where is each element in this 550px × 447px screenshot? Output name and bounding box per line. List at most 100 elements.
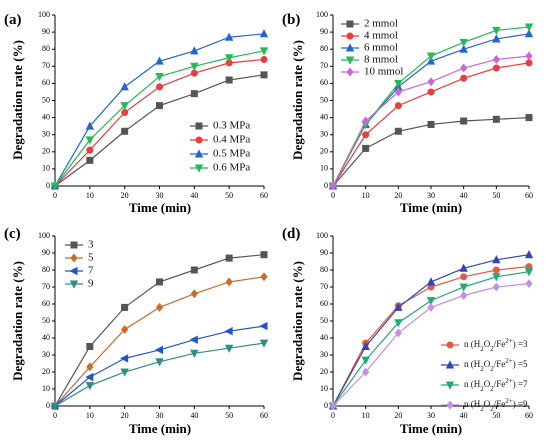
- series-3: [50, 321, 268, 411]
- x-tick-label: 10: [86, 411, 94, 420]
- data-point: [121, 127, 129, 135]
- series-1: [329, 114, 533, 190]
- legend-marker: [445, 381, 455, 390]
- y-tick-label: 40: [42, 333, 50, 342]
- data-point: [427, 120, 435, 128]
- y-tick-label: 50: [320, 95, 328, 104]
- data-point: [525, 59, 533, 67]
- data-point: [492, 26, 501, 36]
- legend-label: 0.6 MPa: [213, 162, 250, 174]
- data-point: [426, 56, 436, 65]
- x-tick-label: 20: [394, 191, 402, 200]
- data-point: [525, 51, 533, 61]
- data-point: [260, 71, 268, 79]
- data-point: [394, 127, 402, 135]
- data-point: [86, 342, 94, 350]
- y-tick-label: 10: [320, 384, 328, 393]
- legend-label: 0.3 MPa: [213, 120, 250, 132]
- data-point: [85, 136, 95, 145]
- y-tick-label: 50: [320, 316, 328, 325]
- x-tick-label: 60: [525, 191, 533, 200]
- x-tick-label: 10: [362, 191, 370, 200]
- legend-marker: [346, 20, 354, 28]
- data-point: [362, 367, 370, 377]
- y-tick-label: 90: [42, 27, 50, 36]
- series-3: [50, 29, 269, 190]
- y-tick-label: 70: [42, 61, 50, 70]
- data-point: [394, 102, 402, 110]
- data-point: [86, 146, 94, 154]
- y-tick-label: 100: [38, 10, 50, 19]
- data-point: [492, 266, 500, 274]
- legend-label: 10 mmol: [364, 66, 403, 78]
- legend-marker: [445, 360, 455, 369]
- y-tick-label: 40: [320, 333, 328, 342]
- data-point: [362, 144, 370, 152]
- x-tick-label: 30: [156, 191, 164, 200]
- data-point: [190, 289, 198, 299]
- data-point: [120, 368, 129, 377]
- data-point: [86, 156, 94, 164]
- data-point: [460, 117, 468, 125]
- data-point: [156, 102, 164, 110]
- y-tick-label: 50: [42, 95, 50, 104]
- legend: n (H2O2/Fe2+) =3 n (H2O2/Fe2+) =5 n (H2O2/…: [441, 337, 528, 413]
- legend-marker: [195, 122, 203, 130]
- x-tick-label: 50: [492, 191, 500, 200]
- data-point: [259, 321, 268, 331]
- legend-label: n (H2O2/Fe2+) =7: [464, 377, 528, 393]
- x-tick-label: 30: [427, 191, 435, 200]
- x-axis-title: Time (min): [129, 421, 191, 436]
- data-point: [260, 272, 268, 282]
- data-point: [50, 182, 60, 191]
- legend-marker: [345, 43, 355, 52]
- data-point: [155, 302, 164, 312]
- data-point: [524, 268, 534, 277]
- legend: 0.3 MPa 0.4 MPa 0.5 MPa 0.6 MPa: [190, 120, 250, 174]
- data-point: [155, 56, 164, 65]
- data-point: [427, 88, 435, 96]
- legend-entry: 0.5 MPa: [190, 148, 250, 160]
- y-tick-label: 30: [320, 350, 328, 359]
- x-tick-label: 40: [190, 411, 198, 420]
- data-point: [86, 362, 94, 372]
- y-tick-label: 30: [42, 130, 50, 139]
- legend-entry: 4 mmol: [341, 30, 398, 42]
- y-tick-label: 10: [42, 164, 50, 173]
- y-tick-label: 60: [42, 299, 50, 308]
- legend-marker: [194, 149, 204, 158]
- data-point: [85, 121, 95, 130]
- y-tick-label: 70: [320, 282, 328, 291]
- data-point: [224, 32, 234, 41]
- data-point: [426, 297, 436, 306]
- data-point: [259, 47, 269, 56]
- legend-entry: 6 mmol: [341, 42, 398, 54]
- legend-label: 2 mmol: [364, 18, 398, 30]
- data-point: [394, 328, 402, 338]
- data-point: [189, 335, 198, 344]
- x-tick-label: 60: [260, 191, 268, 200]
- panel-label: (a): [4, 12, 22, 28]
- y-axis-title: Degradation rate (%): [10, 261, 25, 381]
- data-point: [492, 34, 501, 43]
- legend-entry: 7: [65, 265, 94, 277]
- legend-label: n (H2O2/Fe2+) =3: [464, 337, 528, 353]
- y-tick-label: 90: [320, 248, 328, 257]
- legend-label: 0.5 MPa: [213, 148, 250, 160]
- x-tick-label: 20: [394, 411, 402, 420]
- data-point: [224, 344, 234, 353]
- legend-entry: 0.6 MPa: [190, 162, 250, 174]
- y-tick-label: 90: [320, 27, 328, 36]
- data-point: [492, 255, 501, 264]
- data-point: [459, 283, 468, 292]
- data-point: [525, 114, 533, 122]
- data-point: [460, 291, 468, 300]
- x-tick-label: 60: [525, 411, 533, 420]
- legend-marker: [345, 56, 355, 65]
- data-point: [155, 358, 164, 367]
- x-tick-label: 0: [53, 411, 57, 420]
- data-point: [460, 273, 468, 281]
- y-tick-label: 60: [320, 78, 328, 87]
- y-tick-label: 0: [324, 401, 328, 410]
